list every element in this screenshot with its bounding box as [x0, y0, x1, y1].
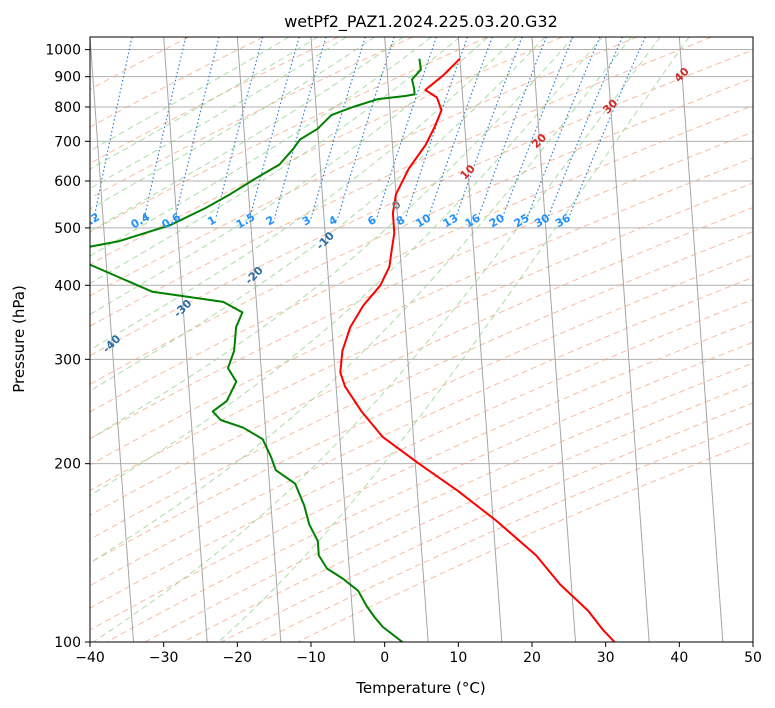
temperature-profile-line	[339, 57, 616, 642]
mixing-ratio-line	[427, 37, 493, 219]
y-tick-label: 500	[54, 221, 81, 237]
x-tick-label: −20	[223, 650, 253, 666]
dry-adiabat-line	[90, 299, 753, 609]
mixing-ratio-line	[174, 37, 220, 219]
dry-adiabat-line	[182, 382, 753, 642]
dry-adiabat-line	[90, 37, 414, 199]
x-tick-label: 0	[380, 650, 389, 666]
moist-adiabat-line	[90, 37, 376, 210]
mixing-ratio-line	[546, 37, 623, 219]
dry-adiabat-line	[106, 341, 753, 642]
y-tick-label: 900	[54, 70, 81, 86]
mixing-ratio-line	[215, 37, 264, 219]
dry-adiabat-line	[90, 104, 753, 413]
mixing-ratio-line	[143, 37, 187, 219]
isotherm-line	[163, 37, 208, 642]
mixing-ratio-line	[274, 37, 327, 219]
dry-adiabat-line	[90, 77, 753, 385]
mixing-ratio-line	[455, 37, 523, 219]
dry-adiabat-line	[221, 402, 753, 642]
dry-adiabat-line	[90, 131, 753, 440]
y-tick-label: 1000	[45, 43, 81, 59]
isotherm-line	[236, 37, 282, 642]
x-axis-title: Temperature (°C)	[355, 679, 485, 697]
dry-adiabat-line	[90, 230, 753, 540]
sounding-profiles	[90, 57, 616, 642]
dry-adiabat-line	[90, 49, 753, 357]
isotherms	[90, 37, 753, 642]
dry-adiabat-line	[90, 207, 753, 516]
x-tick-label: 20	[523, 650, 541, 666]
moist-adiabat-line	[90, 37, 461, 284]
y-tick-label: 400	[54, 278, 81, 294]
pressure-gridlines	[90, 49, 753, 642]
chart-title: wetPf2_PAZ1.2024.225.03.20.G32	[284, 12, 558, 32]
y-tick-label: 100	[54, 635, 81, 651]
isotherm-line	[310, 37, 355, 642]
x-tick-label: 40	[670, 650, 688, 666]
x-tick-label: 50	[744, 650, 762, 666]
isotherm-line	[384, 37, 429, 642]
dewpoint-profile-line	[90, 58, 422, 642]
y-axis: 1000 900 800 700 600 500 400 300 200 100	[45, 43, 90, 651]
y-tick-label: 800	[54, 100, 81, 116]
dry-adiabat-line	[297, 440, 753, 642]
moist-adiabat-line	[92, 37, 661, 642]
dry-adiabat-line	[90, 254, 753, 564]
dry-adiabat-line	[90, 37, 638, 297]
mixing-ratio-line	[249, 37, 300, 219]
mixing-ratio-line	[501, 37, 574, 219]
x-tick-label: 30	[597, 650, 615, 666]
moist-adiabat-line	[90, 37, 574, 440]
dry-adiabat-line	[90, 320, 753, 631]
moist-adiabat-line	[90, 37, 517, 351]
y-tick-label: 700	[54, 134, 81, 150]
isotherm-line	[678, 37, 724, 642]
y-tick-label: 600	[54, 174, 81, 190]
y-tick-label: 300	[54, 352, 81, 368]
moist-adiabat-line	[90, 37, 546, 392]
dry-adiabat-line	[90, 37, 339, 164]
isotherm-line	[90, 37, 134, 642]
mixing-ratio-line	[93, 37, 133, 219]
x-tick-label: −40	[75, 650, 105, 666]
mixing-ratio-line	[567, 37, 646, 219]
dry-adiabat-line	[144, 362, 753, 642]
dry-adiabat-line	[90, 182, 753, 491]
dry-adiabat-line	[90, 37, 712, 327]
plot-area: 0.10.20.40.611.52346810131620253036-100-…	[90, 37, 753, 642]
moist-adiabat-line	[90, 37, 404, 232]
x-tick-label: 10	[449, 650, 467, 666]
moist-adiabat-line	[90, 37, 603, 497]
x-tick-label: −30	[149, 650, 179, 666]
isotherm-line	[457, 37, 503, 642]
x-axis: −40 −30 −20 −10 0 10 20 30 40 50	[75, 642, 762, 666]
moist-adiabat-line	[90, 37, 632, 564]
x-tick-label: −10	[296, 650, 326, 666]
y-tick-label: 200	[54, 457, 81, 473]
isotherm-line	[531, 37, 576, 642]
dry-adiabat-line	[259, 421, 753, 642]
y-axis-title: Pressure (hPa)	[10, 285, 28, 393]
dry-adiabat-line	[90, 276, 753, 587]
mixing-ratio-line	[404, 37, 469, 219]
mixing-ratio-line	[526, 37, 601, 219]
isotherm-line	[605, 37, 650, 642]
plot-frame	[89, 36, 754, 643]
moist-adiabat-line	[218, 37, 690, 642]
